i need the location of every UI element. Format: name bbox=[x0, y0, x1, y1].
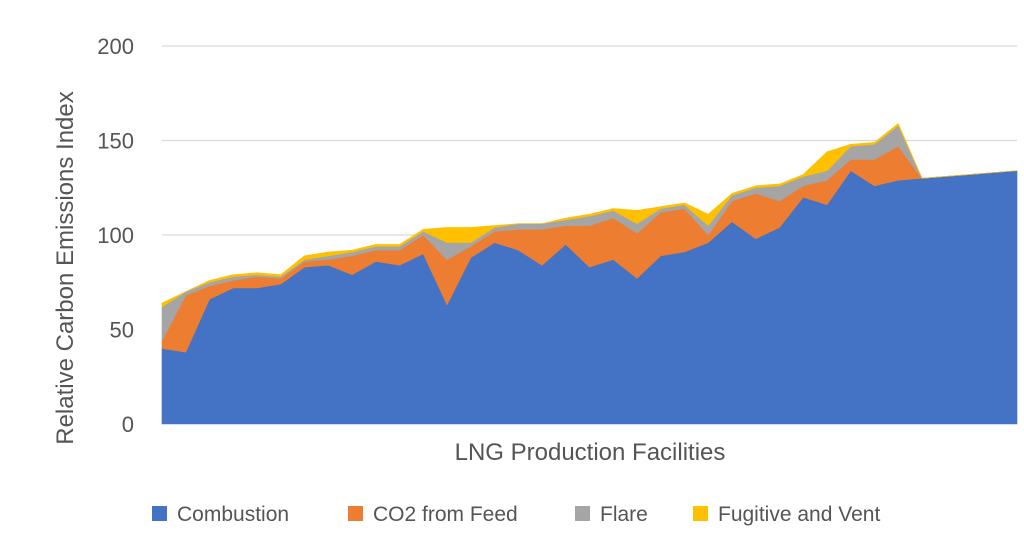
plot-areas bbox=[161, 123, 1018, 425]
y-tick-label-50: 50 bbox=[110, 318, 134, 343]
y-tick-label-150: 150 bbox=[97, 129, 134, 154]
legend-swatch-flare bbox=[575, 506, 590, 521]
y-tick-label-200: 200 bbox=[97, 34, 134, 59]
area-combustion bbox=[161, 170, 1018, 425]
area-fugitive-and-vent bbox=[161, 123, 1018, 308]
legend: Combustion CO2 from Feed Flare Fugitive and… bbox=[152, 503, 880, 526]
legend-label-flare: Flare bbox=[600, 503, 648, 526]
x-axis-title: LNG Production Facilities bbox=[455, 439, 726, 466]
y-axis-ticks: 0 50 100 150 200 bbox=[97, 34, 134, 437]
y-tick-label-0: 0 bbox=[122, 412, 134, 437]
legend-item-fugitive-and-vent: Fugitive and Vent bbox=[693, 503, 880, 526]
y-axis-title: Relative Carbon Emissions Index bbox=[52, 91, 79, 445]
legend-item-co2-from-feed: CO2 from Feed bbox=[348, 503, 518, 526]
legend-item-combustion: Combustion bbox=[152, 503, 289, 526]
legend-label-fugitive-and-vent: Fugitive and Vent bbox=[718, 503, 880, 526]
legend-swatch-fugitive-and-vent bbox=[693, 506, 708, 521]
legend-swatch-co2-from-feed bbox=[348, 506, 363, 521]
legend-label-co2-from-feed: CO2 from Feed bbox=[373, 503, 518, 526]
y-tick-label-100: 100 bbox=[97, 223, 134, 248]
legend-label-combustion: Combustion bbox=[177, 503, 289, 526]
legend-swatch-combustion bbox=[152, 506, 167, 521]
legend-item-flare: Flare bbox=[575, 503, 648, 526]
